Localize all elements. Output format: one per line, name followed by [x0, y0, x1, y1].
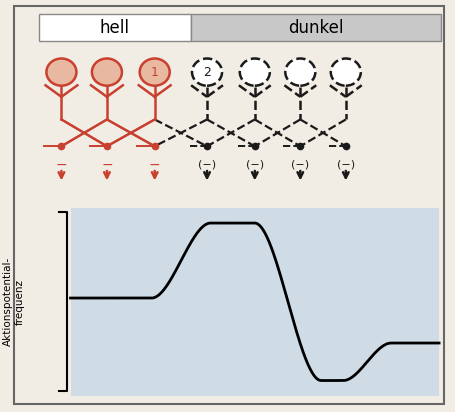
- Text: dunkel: dunkel: [288, 19, 344, 37]
- Text: Aktionspotential-
frequenz: Aktionspotential- frequenz: [3, 257, 25, 346]
- Circle shape: [285, 59, 315, 86]
- Circle shape: [46, 59, 76, 86]
- Text: −: −: [149, 158, 161, 172]
- Bar: [71, 208, 439, 396]
- Circle shape: [240, 59, 270, 86]
- Text: (−): (−): [246, 160, 264, 170]
- Text: 2: 2: [203, 66, 211, 79]
- Text: (−): (−): [291, 160, 309, 170]
- Bar: [39, 14, 191, 41]
- Text: −: −: [56, 158, 67, 172]
- Bar: [191, 14, 441, 41]
- Text: hell: hell: [100, 19, 130, 37]
- Circle shape: [192, 59, 222, 86]
- Text: −: −: [101, 158, 113, 172]
- Circle shape: [92, 59, 122, 86]
- Circle shape: [140, 59, 170, 86]
- Text: (−): (−): [337, 160, 355, 170]
- Text: (−): (−): [198, 160, 216, 170]
- Text: 1: 1: [151, 66, 159, 79]
- Circle shape: [331, 59, 361, 86]
